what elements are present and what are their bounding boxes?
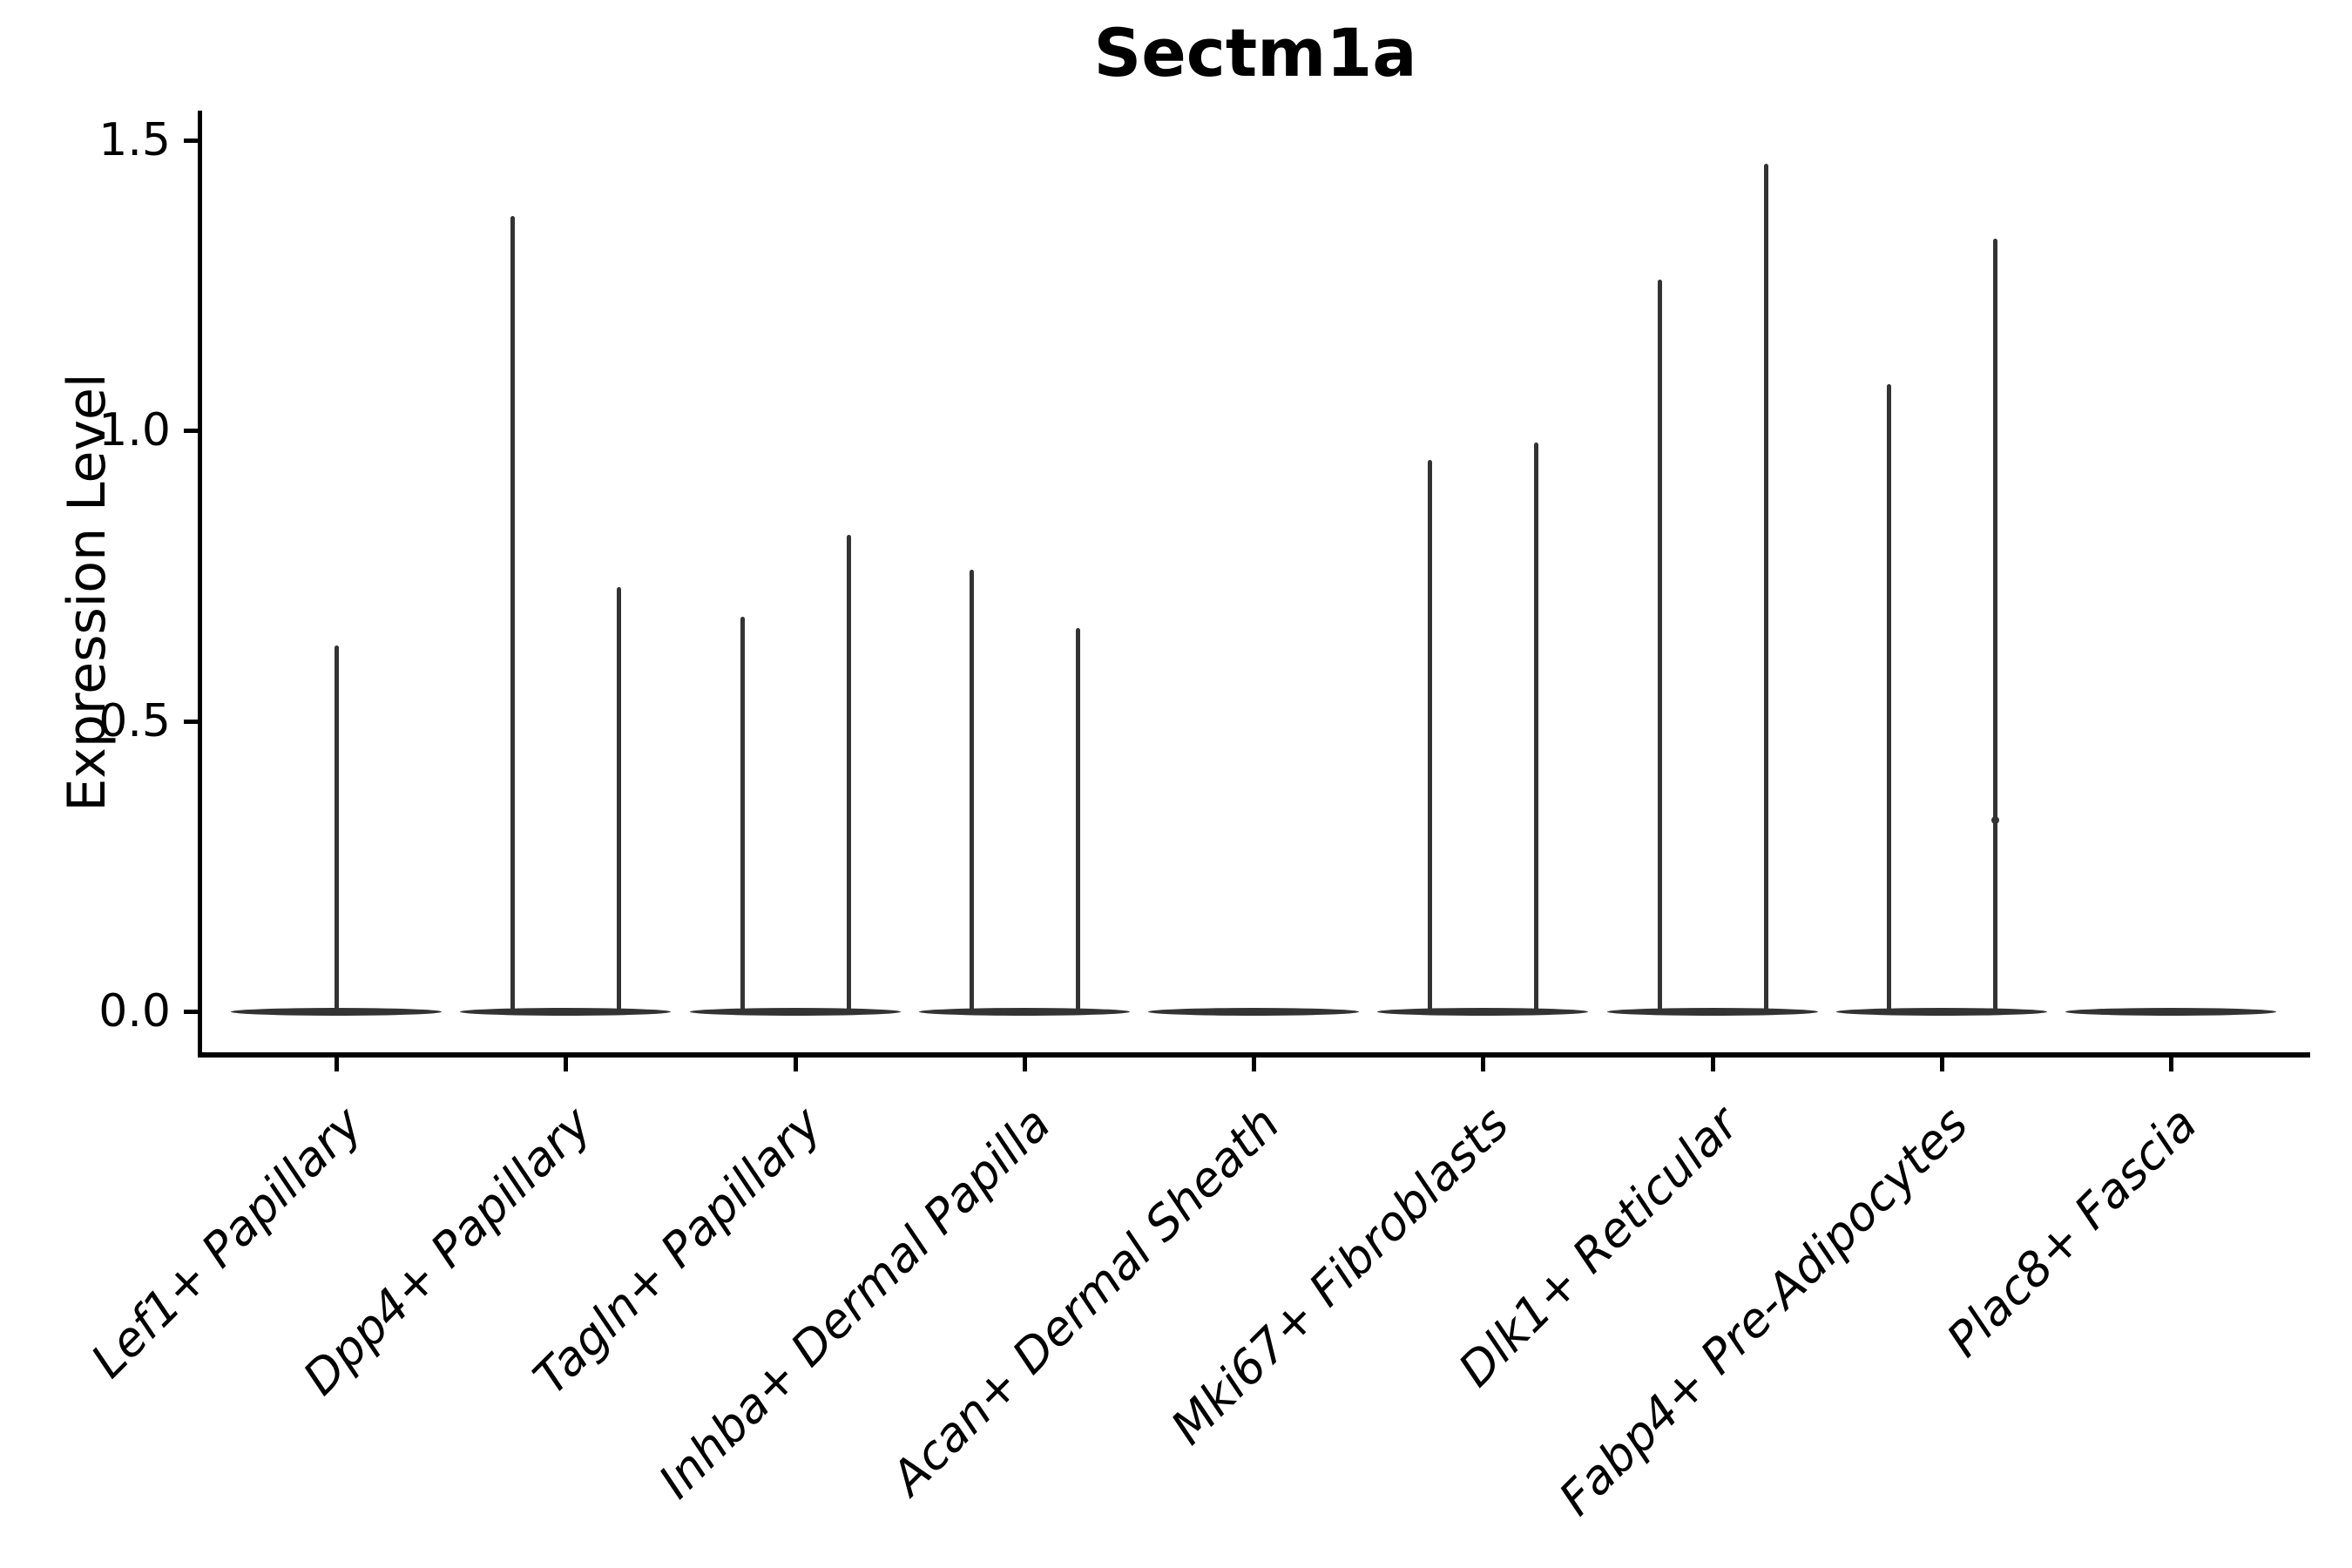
x-tick-mark xyxy=(1940,1058,1944,1071)
violin-tail xyxy=(1076,628,1080,1011)
x-tick-mark xyxy=(1481,1058,1485,1071)
violin-tail xyxy=(1887,384,1891,1011)
violin-tail xyxy=(847,535,851,1011)
x-tick-mark xyxy=(335,1058,339,1071)
violin-base xyxy=(919,1008,1130,1016)
x-tick-mark xyxy=(1711,1058,1715,1071)
y-tick-mark xyxy=(184,429,198,433)
violin-tail xyxy=(1993,239,1997,1011)
x-tick-mark xyxy=(1023,1058,1027,1071)
violin-tail xyxy=(740,617,745,1011)
y-tick-mark xyxy=(184,1010,198,1014)
x-tick-mark xyxy=(1252,1058,1256,1071)
violin-tail xyxy=(1534,443,1538,1011)
violin-base xyxy=(1836,1008,2047,1016)
violin-tail xyxy=(1658,280,1662,1011)
violin-tail xyxy=(1428,460,1432,1011)
y-axis-spine xyxy=(198,111,202,1058)
violin-tail xyxy=(970,570,974,1011)
violin-base xyxy=(1607,1008,1818,1016)
x-tick-mark xyxy=(794,1058,798,1071)
x-tick-mark xyxy=(2169,1058,2173,1071)
outlier-point xyxy=(1991,816,1999,824)
y-tick-mark xyxy=(184,139,198,143)
violin-base xyxy=(690,1008,901,1016)
violin-tail xyxy=(335,645,339,1011)
violin-base xyxy=(2065,1008,2276,1016)
y-tick-label: 0.0 xyxy=(98,985,171,1037)
violin-tail xyxy=(617,587,621,1011)
violin-base xyxy=(231,1008,442,1016)
violin-tail xyxy=(510,216,515,1011)
y-tick-label: 0.5 xyxy=(98,695,171,747)
chart-title: Sectm1a xyxy=(1093,14,1417,91)
x-tick-mark xyxy=(564,1058,568,1071)
violin-base xyxy=(1377,1008,1588,1016)
y-tick-mark xyxy=(184,720,198,724)
x-axis-spine xyxy=(198,1052,2310,1058)
y-tick-label: 1.5 xyxy=(98,114,171,166)
violin-base xyxy=(460,1008,671,1016)
violin-base xyxy=(1148,1008,1359,1016)
y-tick-label: 1.0 xyxy=(98,404,171,456)
violin-tail xyxy=(1764,164,1768,1011)
